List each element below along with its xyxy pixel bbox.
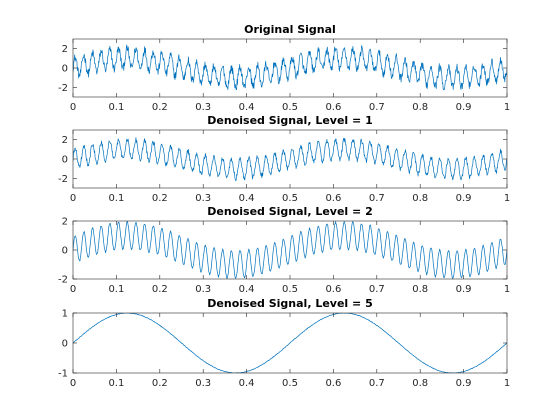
chart-title: Denoised Signal, Level = 2 [207, 205, 372, 218]
x-tick-label: 0.7 [369, 102, 385, 113]
y-tick-label: -2 [58, 174, 68, 185]
x-tick-label: 1 [504, 378, 510, 389]
x-tick-label: 0.5 [282, 102, 298, 113]
x-tick-label: 0.4 [239, 284, 255, 295]
x-tick-label: 0.5 [282, 378, 298, 389]
series-line-1 [73, 44, 507, 91]
x-tick-label: 0.3 [195, 193, 211, 204]
y-tick-label: 0 [62, 64, 68, 75]
x-tick-label: 0.7 [369, 193, 385, 204]
axes-2: 0 0.1 0.2 0.3 0.4 0.5 0.6 0.7 0.8 0.9 1-202Denoise… [58, 114, 510, 204]
x-tick-label: 1 [504, 193, 510, 204]
x-tick-label: 0.2 [152, 284, 168, 295]
y-tick-label: -2 [58, 83, 68, 94]
x-tick-label: 0.4 [239, 378, 255, 389]
x-tick-label: 0.1 [108, 102, 124, 113]
x-tick-label: 0 [70, 378, 76, 389]
y-tick-label: 0 [62, 246, 68, 257]
x-tick-label: 0.6 [325, 378, 341, 389]
x-tick-label: 0.3 [195, 378, 211, 389]
x-tick-label: 0.5 [282, 193, 298, 204]
x-tick-label: 0.4 [239, 193, 255, 204]
axes-1: 0 0.1 0.2 0.3 0.4 0.5 0.6 0.7 0.8 0.9 1-202Origina… [58, 23, 510, 113]
x-tick-label: 0.8 [412, 102, 428, 113]
x-tick-label: 0.1 [108, 193, 124, 204]
x-tick-label: 0.9 [456, 284, 472, 295]
x-tick-label: 0.5 [282, 284, 298, 295]
y-tick-label: 0 [62, 339, 68, 350]
x-tick-label: 0.6 [325, 284, 341, 295]
x-tick-label: 0.7 [369, 378, 385, 389]
x-tick-label: 0.8 [412, 284, 428, 295]
x-tick-label: 1 [504, 284, 510, 295]
x-tick-label: 0.1 [108, 284, 124, 295]
x-tick-label: 0 [70, 284, 76, 295]
x-tick-label: 0.2 [152, 193, 168, 204]
x-tick-label: 0.3 [195, 102, 211, 113]
y-tick-label: -1 [58, 369, 68, 380]
x-tick-label: 0.2 [152, 102, 168, 113]
x-tick-label: 0.7 [369, 284, 385, 295]
x-tick-label: 0.9 [456, 193, 472, 204]
chart-title: Original Signal [244, 23, 336, 36]
x-tick-label: 0.2 [152, 378, 168, 389]
x-tick-label: 1 [504, 102, 510, 113]
chart-title: Denoised Signal, Level = 5 [207, 297, 372, 310]
x-tick-label: 0.8 [412, 378, 428, 389]
x-tick-label: 0.9 [456, 378, 472, 389]
x-tick-label: 0.8 [412, 193, 428, 204]
x-tick-label: 0.1 [108, 378, 124, 389]
x-tick-label: 0.3 [195, 284, 211, 295]
y-tick-label: 1 [62, 309, 68, 320]
x-tick-label: 0.4 [239, 102, 255, 113]
series-line-3 [73, 221, 507, 279]
y-tick-label: 0 [62, 155, 68, 166]
x-tick-label: 0.6 [325, 193, 341, 204]
y-tick-label: 2 [62, 44, 68, 55]
x-tick-label: 0.9 [456, 102, 472, 113]
axes-3: 0 0.1 0.2 0.3 0.4 0.5 0.6 0.7 0.8 0.9 1-202Denoise… [58, 205, 510, 295]
axes-4: 0 0.1 0.2 0.3 0.4 0.5 0.6 0.7 0.8 0.9 1-101Denoise… [58, 297, 510, 389]
x-tick-label: 0 [70, 193, 76, 204]
series-line-2 [73, 137, 507, 181]
y-tick-label: 2 [62, 217, 68, 228]
series-line-4 [73, 313, 507, 373]
y-tick-label: -2 [58, 275, 68, 286]
y-tick-label: 2 [62, 135, 68, 146]
x-tick-label: 0.6 [325, 102, 341, 113]
x-tick-label: 0 [70, 102, 76, 113]
chart-title: Denoised Signal, Level = 1 [207, 114, 372, 127]
